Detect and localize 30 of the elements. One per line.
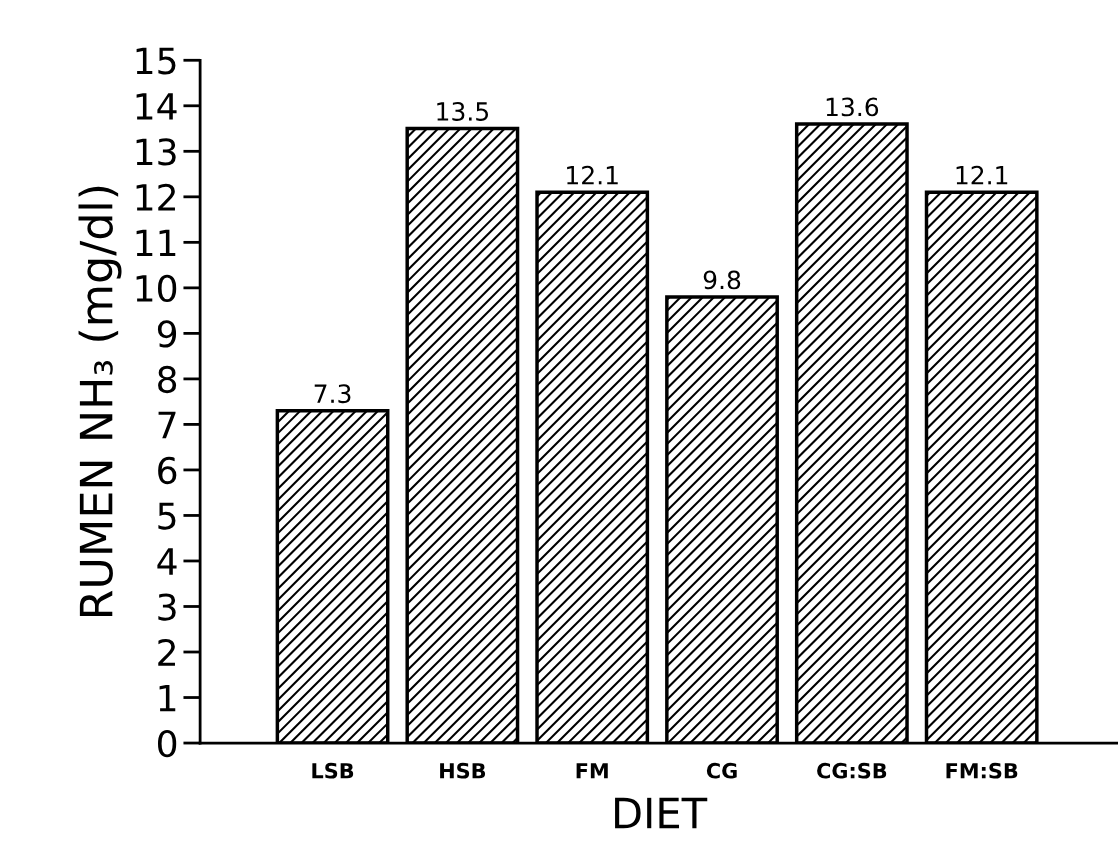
y-tick-label: 13 xyxy=(136,138,176,166)
y-tick-label: 12 xyxy=(136,183,175,211)
x-axis-title: DIET xyxy=(615,797,708,829)
y-tick-label: 11 xyxy=(136,229,176,257)
x-tick-label: FM:SB xyxy=(946,762,1018,779)
y-tick-label: 4 xyxy=(157,548,177,575)
y-tick-label: 2 xyxy=(158,638,175,666)
x-tick-label: LSB xyxy=(312,762,354,779)
y-axis-title: RUMEN NH₃ (mg/dl) xyxy=(78,186,122,617)
data-label: 13.5 xyxy=(437,102,489,121)
data-label: 13.6 xyxy=(826,97,879,117)
data-label: 9.8 xyxy=(703,270,741,290)
x-tick-label: FM xyxy=(576,763,608,779)
y-tick-label: 1 xyxy=(159,684,176,712)
y-tick-label: 5 xyxy=(158,502,176,530)
y-tick-label: 7 xyxy=(158,411,176,439)
x-tick-label: CG:SB xyxy=(817,762,887,779)
data-label: 12.1 xyxy=(567,165,618,185)
x-tick-label: CG xyxy=(706,762,737,779)
y-tick-label: 3 xyxy=(158,593,176,621)
y-tick-label: 8 xyxy=(158,365,177,394)
y-tick-label: 6 xyxy=(158,456,177,485)
y-tick-label: 0 xyxy=(158,729,177,758)
y-tick-label: 15 xyxy=(136,47,176,75)
data-label: 7.3 xyxy=(314,384,351,404)
y-tick-label: 9 xyxy=(157,320,177,348)
y-tick-label: 10 xyxy=(136,274,177,303)
x-tick-label: HSB xyxy=(440,762,486,779)
y-tick-label: 14 xyxy=(136,93,177,120)
data-label: 12.1 xyxy=(956,165,1008,185)
